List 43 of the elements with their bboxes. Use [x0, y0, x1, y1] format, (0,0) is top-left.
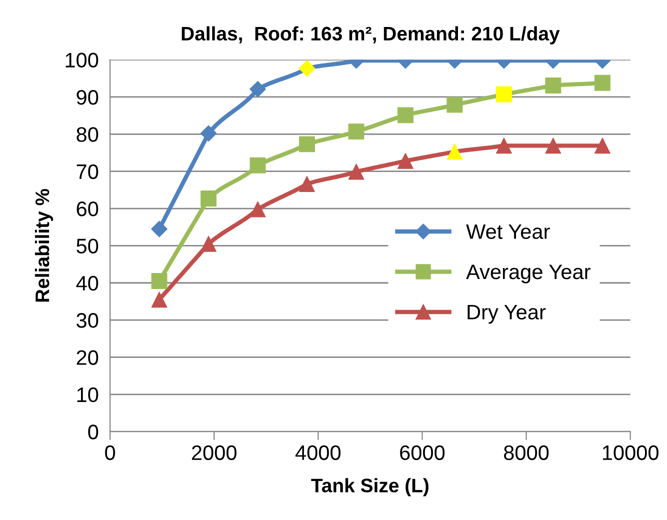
x-axis-title: Tank Size (L)	[311, 478, 428, 496]
point	[496, 138, 512, 154]
point	[545, 138, 562, 154]
point	[594, 74, 610, 91]
point	[250, 157, 266, 174]
y-tick-label: 20	[76, 350, 98, 365]
x-tick-label: 10000	[602, 445, 658, 460]
legend-label: Wet Year	[466, 224, 550, 239]
point	[200, 236, 217, 252]
point	[496, 86, 512, 102]
point	[348, 164, 364, 180]
y-axis-title: Reliability %	[34, 188, 54, 302]
y-tick-label: 90	[76, 90, 98, 105]
y-tick-label: 100	[66, 52, 98, 68]
point	[446, 96, 463, 113]
y-tick-label: 80	[76, 127, 98, 142]
point	[298, 176, 315, 192]
chart-title: Dallas, Roof: 163 m², Demand: 210 L/day	[182, 26, 560, 44]
point	[151, 292, 168, 308]
y-tick-label: 40	[76, 276, 98, 291]
x-tick-label: 6000	[400, 445, 445, 460]
point	[545, 77, 562, 94]
y-tick-label: 60	[76, 202, 98, 216]
y-tick-label: 70	[76, 164, 98, 180]
point	[298, 136, 315, 152]
y-tick-label: 0	[88, 424, 98, 440]
legend-label: Dry Year	[468, 304, 546, 324]
point	[446, 144, 463, 160]
x-tick-label: 4000	[295, 445, 341, 460]
x-tick-label: 0	[105, 445, 116, 460]
legend-label: Average Year	[466, 264, 590, 284]
x-tick-label: 2000	[192, 445, 236, 460]
x-tick-label: 8000	[504, 445, 549, 460]
point	[151, 220, 168, 238]
y-tick-label: 50	[76, 238, 98, 254]
point	[348, 124, 364, 140]
point	[397, 152, 414, 169]
y-tick-label: 30	[76, 313, 98, 328]
point	[594, 138, 610, 154]
point	[250, 201, 266, 218]
y-tick-label: 10	[77, 387, 98, 402]
point	[151, 273, 168, 290]
point	[397, 107, 414, 124]
